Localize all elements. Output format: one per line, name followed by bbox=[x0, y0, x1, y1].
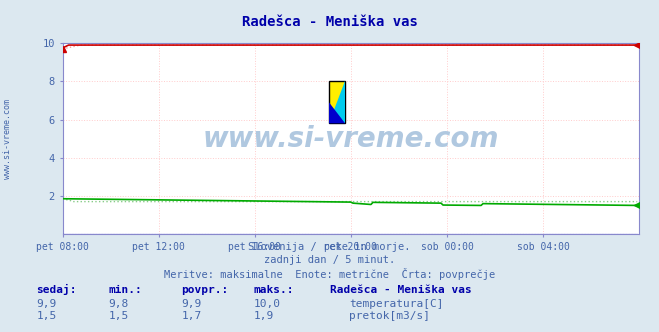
Text: 1,9: 1,9 bbox=[254, 311, 274, 321]
Polygon shape bbox=[329, 81, 345, 124]
Text: pretok[m3/s]: pretok[m3/s] bbox=[349, 311, 430, 321]
Text: 9,9: 9,9 bbox=[36, 299, 57, 309]
Text: Meritve: maksimalne  Enote: metrične  Črta: povprečje: Meritve: maksimalne Enote: metrične Črta… bbox=[164, 268, 495, 280]
Text: temperatura[C]: temperatura[C] bbox=[349, 299, 444, 309]
Text: Radešca - Meniška vas: Radešca - Meniška vas bbox=[242, 15, 417, 29]
Text: sedaj:: sedaj: bbox=[36, 284, 76, 295]
Text: www.si-vreme.com: www.si-vreme.com bbox=[3, 100, 13, 179]
Text: 9,9: 9,9 bbox=[181, 299, 202, 309]
Text: maks.:: maks.: bbox=[254, 285, 294, 295]
Text: zadnji dan / 5 minut.: zadnji dan / 5 minut. bbox=[264, 255, 395, 265]
Text: Slovenija / reke in morje.: Slovenija / reke in morje. bbox=[248, 242, 411, 252]
Text: 1,7: 1,7 bbox=[181, 311, 202, 321]
Text: povpr.:: povpr.: bbox=[181, 285, 229, 295]
Text: min.:: min.: bbox=[109, 285, 142, 295]
Polygon shape bbox=[329, 102, 345, 124]
Text: 1,5: 1,5 bbox=[36, 311, 57, 321]
Text: 9,8: 9,8 bbox=[109, 299, 129, 309]
Text: Radešca - Meniška vas: Radešca - Meniška vas bbox=[330, 285, 471, 295]
Text: 10,0: 10,0 bbox=[254, 299, 281, 309]
Text: www.si-vreme.com: www.si-vreme.com bbox=[203, 124, 499, 153]
Text: 1,5: 1,5 bbox=[109, 311, 129, 321]
FancyBboxPatch shape bbox=[329, 81, 345, 124]
